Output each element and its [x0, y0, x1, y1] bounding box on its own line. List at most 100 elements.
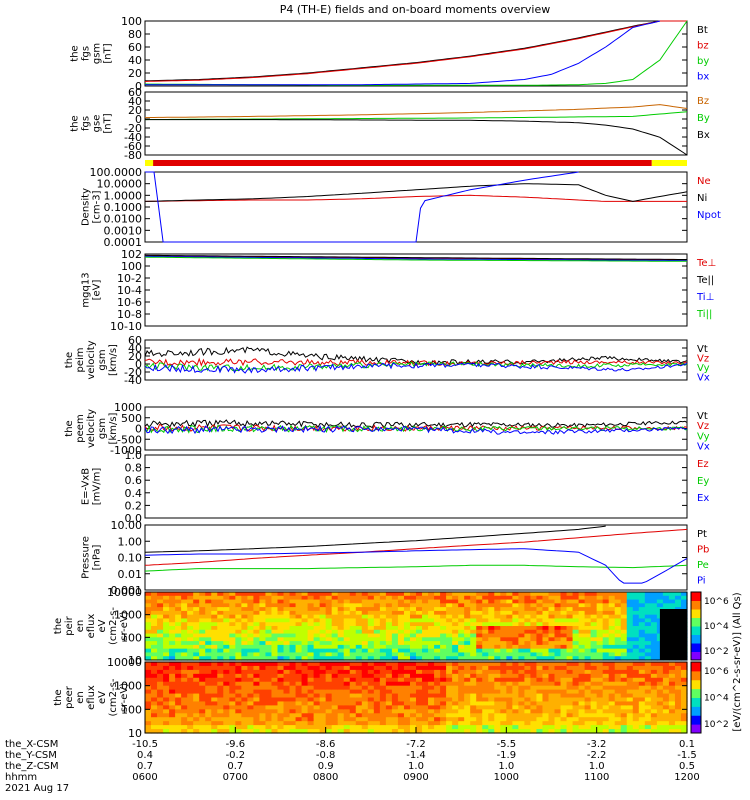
heatmap-cell — [373, 673, 381, 679]
heatmap-cell — [157, 697, 164, 703]
heatmap-cell — [626, 629, 634, 635]
heatmap-cell — [343, 721, 351, 726]
heatmap-cell — [247, 677, 254, 683]
heatmap-cell — [554, 618, 562, 623]
heatmap-cell — [361, 705, 369, 710]
heatmap-cell — [325, 629, 333, 635]
heatmap-cell — [265, 652, 273, 657]
heatmap-cell — [235, 669, 242, 675]
heatmap-cell — [446, 607, 453, 612]
heatmap-cell — [187, 689, 194, 695]
heatmap-cell — [331, 697, 339, 703]
heatmap-cell — [205, 603, 212, 608]
heatmap-cell — [235, 665, 242, 671]
heatmap-cell — [193, 721, 200, 726]
y-axis-label-line: the — [70, 45, 81, 61]
y-tick-label: 100 — [121, 260, 142, 273]
heatmap-cell — [409, 729, 417, 734]
x-row-value: 1.0 — [498, 761, 514, 772]
heatmap-cell — [602, 603, 610, 608]
heatmap-cell — [638, 637, 646, 642]
heatmap-cell — [596, 595, 604, 601]
heatmap-cell — [325, 713, 333, 718]
heatmap-cell — [283, 717, 291, 722]
heatmap-cell — [434, 614, 441, 620]
heatmap-cell — [470, 607, 477, 612]
heatmap-cell — [416, 709, 423, 714]
colorbar-tick-label: 10^2 — [704, 647, 729, 657]
heatmap-cell — [488, 705, 495, 710]
panel-frame — [144, 91, 688, 156]
heatmap-cell — [391, 599, 399, 604]
heatmap-cell — [361, 644, 369, 650]
heatmap-cell — [193, 610, 200, 616]
heatmap-cell — [470, 644, 477, 650]
heatmap-cell — [169, 662, 176, 667]
heatmap-cell — [602, 725, 610, 730]
heatmap-cell — [512, 622, 519, 627]
heatmap-cell — [530, 673, 538, 679]
heatmap-cell — [223, 648, 230, 654]
heatmap-cell — [409, 673, 417, 679]
heatmap-cell — [644, 669, 652, 675]
heatmap-cell — [470, 721, 477, 726]
heatmap-cell — [608, 725, 616, 730]
heatmap-cell — [175, 622, 182, 627]
heatmap-cell — [349, 603, 357, 608]
heatmap-cell — [403, 681, 411, 687]
heatmap-cell — [554, 673, 562, 679]
heatmap-cell — [440, 713, 447, 718]
heatmap-cell — [229, 701, 236, 706]
heatmap-cell — [367, 662, 375, 667]
heatmap-cell — [500, 618, 507, 623]
heatmap-cell — [428, 685, 435, 691]
heatmap-cell — [253, 725, 261, 730]
heatmap-cell — [289, 681, 297, 687]
heatmap-cell — [566, 652, 574, 657]
heatmap-cell — [379, 614, 387, 620]
heatmap-cell — [163, 633, 170, 638]
heatmap-cell — [578, 622, 586, 627]
heatmap-cell — [181, 652, 188, 657]
heatmap-cell — [422, 633, 429, 638]
series-line-Pi — [144, 548, 688, 584]
heatmap-cell — [217, 626, 224, 631]
heatmap-cell — [355, 673, 363, 679]
y-tick-label: 10000 — [107, 586, 142, 599]
heatmap-cell — [331, 652, 339, 657]
heatmap-cell — [235, 693, 242, 699]
heatmap-cell — [253, 729, 261, 734]
heatmap-cell — [440, 592, 447, 597]
heatmap-cell — [524, 633, 532, 638]
heatmap-cell — [542, 652, 550, 657]
heatmap-cell — [650, 626, 658, 631]
heatmap-cell — [500, 709, 507, 714]
heatmap-cell — [211, 592, 218, 597]
legend-Pe: Pe — [697, 560, 709, 571]
x-row-value: -7.2 — [406, 739, 426, 750]
heatmap-cell — [277, 644, 285, 650]
heatmap-cell — [253, 637, 261, 642]
heatmap-cell — [301, 729, 309, 734]
heatmap-cell — [494, 614, 501, 620]
heatmap-cell — [422, 669, 429, 675]
heatmap-cell — [494, 713, 501, 718]
heatmap-cell — [458, 641, 465, 646]
heatmap-cell — [235, 629, 242, 635]
heatmap-cell — [169, 721, 176, 726]
heatmap-cell — [319, 644, 327, 650]
heatmap-cell — [211, 641, 218, 646]
heatmap-cell — [361, 697, 369, 703]
heatmap-cell — [367, 648, 375, 654]
heatmap-cell — [223, 677, 230, 683]
heatmap-cell — [277, 665, 285, 671]
heatmap-cell — [662, 709, 670, 714]
heatmap-cell — [476, 662, 483, 667]
heatmap-cell — [422, 610, 429, 616]
heatmap-cell — [373, 681, 381, 687]
heatmap-cell — [632, 641, 640, 646]
heatmap-cell — [458, 652, 465, 657]
heatmap-cell — [572, 656, 580, 661]
